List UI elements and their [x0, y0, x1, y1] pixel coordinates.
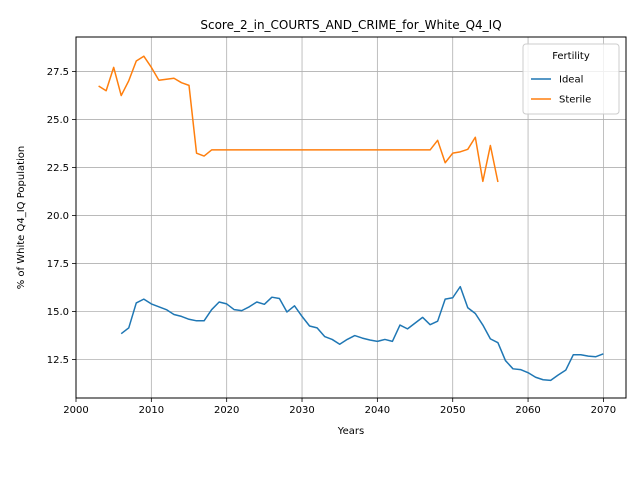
y-tick-label: 15.0: [47, 307, 69, 318]
x-tick-label: 2000: [63, 405, 88, 416]
x-tick-label: 2040: [365, 405, 390, 416]
legend-title: Fertility: [552, 51, 590, 62]
series-layer: [98, 55, 604, 382]
series-line-sterile: [98, 55, 499, 183]
y-tick-label: 17.5: [47, 259, 69, 270]
chart-title: Score_2_in_COURTS_AND_CRIME_for_White_Q4…: [200, 18, 501, 32]
series-line-ideal: [120, 285, 604, 382]
legend-label-ideal: Ideal: [559, 75, 583, 86]
y-tick-label: 25.0: [47, 115, 69, 126]
x-tick-label: 2010: [139, 405, 164, 416]
x-axis-label: Years: [337, 426, 364, 437]
y-tick-label: 27.5: [47, 67, 69, 78]
legend-box: [522, 43, 620, 115]
legend: Fertility Ideal Sterile: [522, 43, 620, 115]
x-tick-label: 2060: [515, 405, 540, 416]
plot-frame: [75, 36, 627, 399]
x-tick-label: 2070: [591, 405, 616, 416]
x-tick-label: 2050: [440, 405, 465, 416]
y-axis-label: % of White Q4_IQ Population: [16, 146, 27, 290]
legend-label-sterile: Sterile: [559, 95, 591, 106]
y-tick-label: 12.5: [47, 355, 69, 366]
x-tick-label: 2020: [214, 405, 239, 416]
x-axis: 2000 2010 2020 2030 2040 2050 2060 2070: [63, 398, 616, 416]
y-tick-label: 22.5: [47, 163, 69, 174]
y-tick-label: 20.0: [47, 211, 69, 222]
y-axis: 12.5 15.0 17.5 20.0 22.5 25.0 27.5: [47, 67, 76, 366]
legend-items: Ideal Sterile: [531, 75, 591, 106]
x-tick-label: 2030: [289, 405, 314, 416]
